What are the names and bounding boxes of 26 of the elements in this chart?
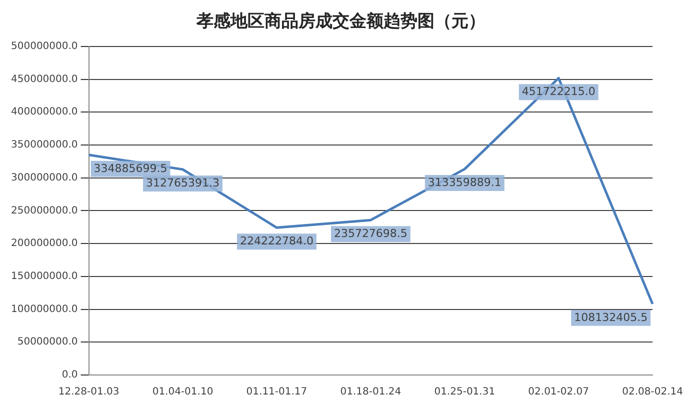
y-tick-label: 250000000.0 xyxy=(10,205,78,216)
x-tick-label: 01.04-01.10 xyxy=(152,386,214,398)
data-label: 312765391.3 xyxy=(146,176,220,190)
chart-title: 孝感地区商品房成交金额趋势图（元） xyxy=(196,12,486,32)
x-tick-label: 01.11-01.17 xyxy=(246,386,308,398)
y-tick-label: 150000000.0 xyxy=(10,271,78,282)
x-tick-label: 01.25-01.31 xyxy=(434,386,496,398)
y-tick-label: 50000000.0 xyxy=(17,336,78,348)
y-tick-label: 100000000.0 xyxy=(10,304,78,315)
y-tick-label: 200000000.0 xyxy=(10,238,78,250)
data-label: 108132405.5 xyxy=(574,310,648,324)
y-tick-label: 500000000.0 xyxy=(10,40,78,52)
y-tick-label: 400000000.0 xyxy=(10,106,78,118)
data-label: 334885699.5 xyxy=(94,162,168,175)
x-tick-label: 02.08-02.14 xyxy=(622,386,684,398)
data-label: 235727698.5 xyxy=(334,226,408,240)
y-tick-label: 450000000.0 xyxy=(10,74,78,85)
y-tick-label: 350000000.0 xyxy=(10,140,78,151)
data-label: 224222784.0 xyxy=(240,234,314,248)
y-tick-label: 0.0 xyxy=(62,370,78,381)
data-label: 451722215.0 xyxy=(522,84,596,98)
x-tick-label: 12.28-01.03 xyxy=(58,386,120,398)
data-label: 313359889.1 xyxy=(428,176,502,189)
y-tick-label: 300000000.0 xyxy=(10,172,78,184)
x-tick-label: 02.01-02.07 xyxy=(528,386,590,398)
x-tick-label: 01.18-01.24 xyxy=(340,386,402,398)
